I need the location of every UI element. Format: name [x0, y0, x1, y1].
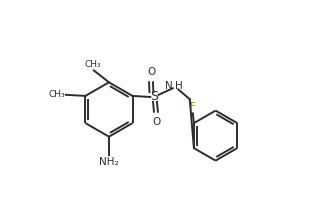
Text: CH₃: CH₃: [48, 90, 65, 99]
Text: O: O: [152, 117, 160, 127]
Text: H: H: [175, 81, 183, 91]
Text: O: O: [147, 67, 155, 77]
Text: CH₃: CH₃: [84, 60, 101, 69]
Text: NH₂: NH₂: [99, 157, 119, 167]
Text: N: N: [165, 81, 173, 91]
Text: S: S: [150, 90, 158, 104]
Text: F: F: [190, 102, 196, 111]
